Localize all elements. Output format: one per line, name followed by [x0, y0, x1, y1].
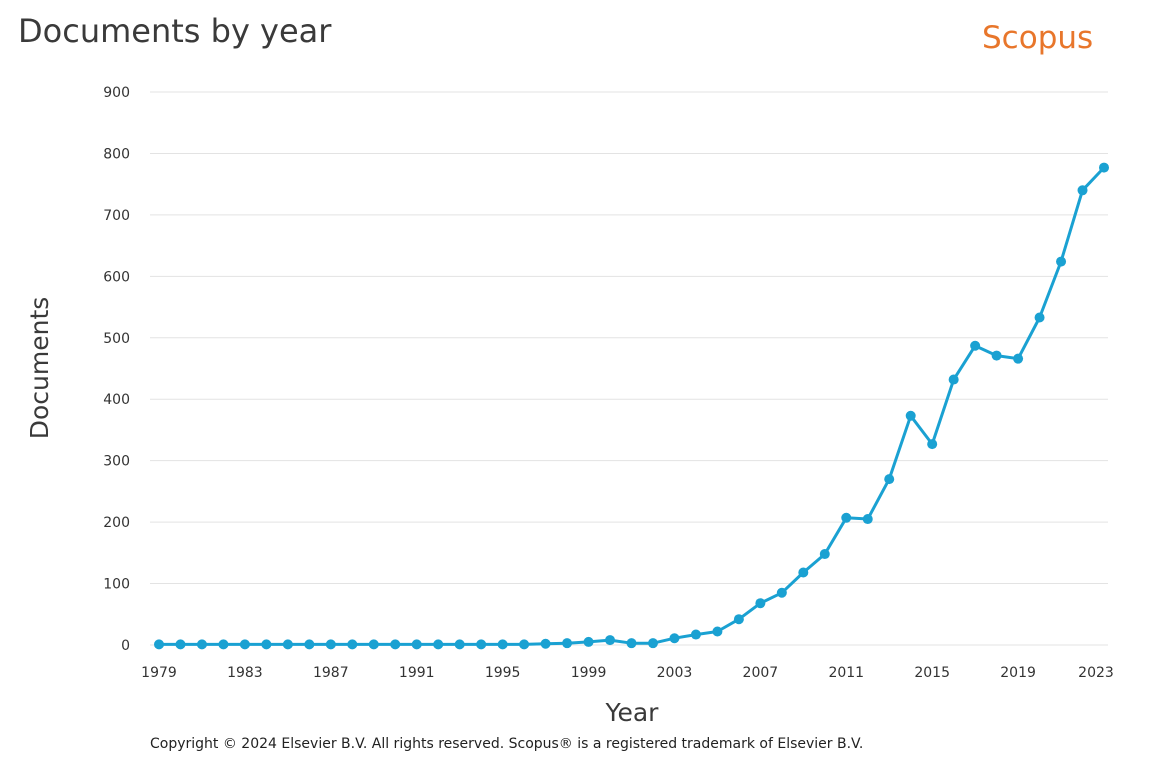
data-point [282, 639, 293, 650]
y-axis-label: Documents [25, 297, 54, 440]
data-point [239, 639, 250, 650]
data-point [196, 639, 207, 650]
data-point [1077, 185, 1088, 196]
data-point [626, 638, 637, 649]
data-point [1099, 162, 1109, 173]
data-point [1013, 353, 1024, 364]
x-tick-label: 2003 [657, 665, 693, 681]
data-point [476, 639, 487, 650]
data-point [927, 439, 938, 450]
data-point [970, 340, 981, 351]
data-point [948, 374, 959, 385]
y-tick-label: 700 [103, 208, 130, 224]
y-tick-label: 100 [103, 577, 130, 593]
y-tick-label: 300 [103, 454, 130, 470]
y-tick-label: 200 [103, 515, 130, 531]
y-axis-ticks: 0 100 200 300 400 500 600 700 800 900 [103, 85, 130, 654]
y-tick-label: 600 [103, 269, 130, 285]
data-point [733, 614, 744, 625]
data-point [519, 639, 530, 650]
copyright-notice: Copyright © 2024 Elsevier B.V. All right… [150, 736, 864, 752]
x-tick-label: 1991 [399, 665, 435, 681]
data-point [690, 629, 701, 640]
data-point [347, 639, 358, 650]
data-point [261, 639, 272, 650]
data-point [325, 639, 336, 650]
x-tick-label: 2019 [1000, 665, 1036, 681]
data-point [368, 639, 379, 650]
documents-line-chart: 0 100 200 300 400 500 600 700 800 900 1979 1983 198… [25, 85, 1114, 727]
data-point [647, 638, 658, 649]
x-axis-label: Year [605, 698, 660, 727]
data-point [175, 639, 186, 650]
x-tick-label: 1987 [313, 665, 349, 681]
series-line [159, 166, 1106, 646]
data-point [841, 512, 852, 523]
x-tick-label: 2007 [743, 665, 779, 681]
data-point [497, 639, 508, 650]
data-point [991, 350, 1002, 361]
data-point [605, 635, 616, 646]
data-point [755, 598, 766, 609]
scopus-logo: Scopus [982, 20, 1094, 56]
data-point [819, 549, 830, 560]
data-point [454, 639, 465, 650]
data-point [862, 514, 873, 525]
data-points [154, 162, 1109, 650]
data-point [154, 639, 164, 650]
data-point [712, 626, 723, 637]
x-tick-label: 1983 [227, 665, 263, 681]
data-point [583, 636, 594, 647]
data-point [1034, 312, 1045, 323]
y-tick-label: 500 [103, 331, 130, 347]
y-tick-label: 0 [121, 638, 130, 654]
chart-title: Documents by year [18, 12, 332, 50]
data-point [905, 410, 916, 421]
data-point [1056, 256, 1067, 267]
data-point [798, 567, 809, 578]
y-tick-label: 400 [103, 392, 130, 408]
x-tick-label: 1999 [571, 665, 607, 681]
data-point [304, 639, 315, 650]
x-tick-label: 1979 [141, 665, 177, 681]
data-point [669, 633, 680, 644]
data-point [776, 587, 787, 598]
y-tick-label: 800 [103, 146, 130, 162]
data-point [411, 639, 422, 650]
data-point [218, 639, 229, 650]
grid-lines [150, 91, 1108, 646]
data-point [540, 638, 551, 649]
y-tick-label: 900 [103, 85, 130, 101]
x-tick-label: 2015 [914, 665, 950, 681]
x-tick-label: 2011 [828, 665, 864, 681]
x-tick-label: 2023 [1078, 665, 1114, 681]
data-point [390, 639, 401, 650]
data-point [433, 639, 444, 650]
x-axis-ticks: 1979 1983 1987 1991 1995 1999 2003 2007 2011 2015… [141, 665, 1114, 681]
x-tick-label: 1995 [485, 665, 521, 681]
data-point [562, 638, 573, 649]
data-point [884, 474, 895, 485]
